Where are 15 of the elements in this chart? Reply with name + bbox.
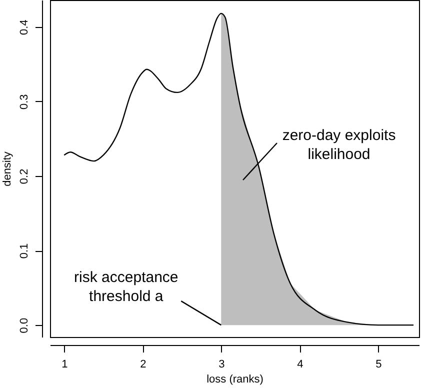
y-tick-label: 0.3 xyxy=(18,94,30,110)
x-axis-title: loss (ranks) xyxy=(206,374,264,386)
y-tick-label: 0.1 xyxy=(18,243,30,259)
line-series xyxy=(64,12,414,326)
y-tick-label: 0.0 xyxy=(18,318,30,334)
y-axis-title: density xyxy=(2,151,14,186)
y-tick-label: 0.2 xyxy=(18,168,30,184)
y-tick-label: 0.4 xyxy=(18,20,30,35)
x-tick-label: 3 xyxy=(218,358,225,370)
annotation: risk acceptance threshold a xyxy=(74,269,178,306)
annotation: zero-day exploits likelihood xyxy=(282,127,396,163)
x-tick-label: 1 xyxy=(62,358,68,370)
x-tick-label: 2 xyxy=(140,358,146,370)
x-tick-label: 5 xyxy=(376,358,382,370)
x-tick-label: 4 xyxy=(297,358,304,370)
